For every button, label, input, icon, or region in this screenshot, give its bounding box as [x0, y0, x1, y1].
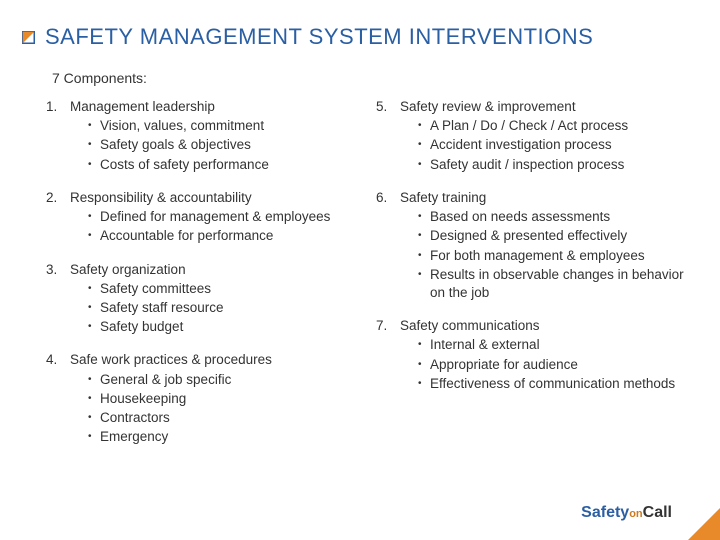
list-item: Accident investigation process	[418, 136, 696, 154]
component: 7.Safety communicationsInternal & extern…	[376, 317, 696, 394]
component-sublist: Defined for management & employeesAccoun…	[70, 208, 366, 245]
component: 5.Safety review & improvementA Plan / Do…	[376, 98, 696, 175]
list-item: Internal & external	[418, 336, 696, 354]
component: 2.Responsibility & accountabilityDefined…	[46, 189, 366, 247]
list-item: A Plan / Do / Check / Act process	[418, 117, 696, 135]
slide: SAFETY MANAGEMENT SYSTEM INTERVENTIONS 7…	[0, 0, 720, 540]
component-body: Safety organizationSafety committeesSafe…	[70, 261, 366, 338]
component-sublist: A Plan / Do / Check / Act processAcciden…	[400, 117, 696, 174]
component-body: Management leadershipVision, values, com…	[70, 98, 366, 175]
component: 1.Management leadershipVision, values, c…	[46, 98, 366, 175]
list-item: Accountable for performance	[88, 227, 366, 245]
component: 3.Safety organizationSafety committeesSa…	[46, 261, 366, 338]
component-title: Responsibility & accountability	[70, 189, 366, 207]
logo-safety: Safety	[581, 504, 629, 521]
list-item: Safety goals & objectives	[88, 136, 366, 154]
list-item: Safety staff resource	[88, 299, 366, 317]
component-number: 6.	[376, 189, 400, 303]
list-item: Contractors	[88, 409, 366, 427]
list-item: For both management & employees	[418, 247, 696, 265]
subhead: 7 Components:	[52, 70, 147, 86]
list-item: Vision, values, commitment	[88, 117, 366, 135]
component-sublist: General & job specificHousekeepingContra…	[70, 371, 366, 447]
component-number: 3.	[46, 261, 70, 338]
list-item: Based on needs assessments	[418, 208, 696, 226]
component-title: Safety organization	[70, 261, 366, 279]
component-number: 2.	[46, 189, 70, 247]
right-column: 5.Safety review & improvementA Plan / Do…	[376, 98, 696, 480]
list-item: Results in observable changes in behavio…	[418, 266, 696, 302]
corner-accent-icon	[688, 508, 720, 540]
list-item: Safety budget	[88, 318, 366, 336]
component: 6.Safety trainingBased on needs assessme…	[376, 189, 696, 303]
component-sublist: Safety committeesSafety staff resourceSa…	[70, 280, 366, 337]
component-title: Safe work practices & procedures	[70, 351, 366, 369]
component-number: 4.	[46, 351, 70, 447]
component-sublist: Internal & external Appropriate for audie…	[400, 336, 696, 393]
left-column: 1.Management leadershipVision, values, c…	[46, 98, 366, 480]
component-number: 7.	[376, 317, 400, 394]
columns: 1.Management leadershipVision, values, c…	[46, 98, 696, 480]
component-number: 5.	[376, 98, 400, 175]
component-title: Safety communications	[400, 317, 696, 335]
list-item: Emergency	[88, 428, 366, 446]
component-body: Safety trainingBased on needs assessment…	[400, 189, 696, 303]
component: 4.Safe work practices & procedures Genera…	[46, 351, 366, 447]
list-item: General & job specific	[88, 371, 366, 389]
list-item: Effectiveness of communication methods	[418, 375, 696, 393]
component-body: Safe work practices & procedures General …	[70, 351, 366, 447]
logo-on: on	[629, 508, 642, 520]
title-bullet-icon	[22, 31, 35, 44]
list-item: Appropriate for audience	[418, 356, 696, 374]
component-body: Responsibility & accountabilityDefined f…	[70, 189, 366, 247]
title-row: SAFETY MANAGEMENT SYSTEM INTERVENTIONS	[22, 24, 698, 50]
component-title: Management leadership	[70, 98, 366, 116]
list-item: Designed & presented effectively	[418, 227, 696, 245]
component-sublist: Based on needs assessmentsDesigned & pre…	[400, 208, 696, 302]
list-item: Safety committees	[88, 280, 366, 298]
component-body: Safety review & improvementA Plan / Do /…	[400, 98, 696, 175]
component-title: Safety training	[400, 189, 696, 207]
list-item: Costs of safety performance	[88, 156, 366, 174]
component-number: 1.	[46, 98, 70, 175]
list-item: Safety audit / inspection process	[418, 156, 696, 174]
component-sublist: Vision, values, commitmentSafety goals &…	[70, 117, 366, 174]
list-item: Housekeeping	[88, 390, 366, 408]
list-item: Defined for management & employees	[88, 208, 366, 226]
logo-call: Call	[643, 504, 672, 521]
page-title: SAFETY MANAGEMENT SYSTEM INTERVENTIONS	[45, 24, 593, 50]
component-title: Safety review & improvement	[400, 98, 696, 116]
component-body: Safety communicationsInternal & external…	[400, 317, 696, 394]
footer-logo: SafetyonCall	[581, 504, 672, 522]
